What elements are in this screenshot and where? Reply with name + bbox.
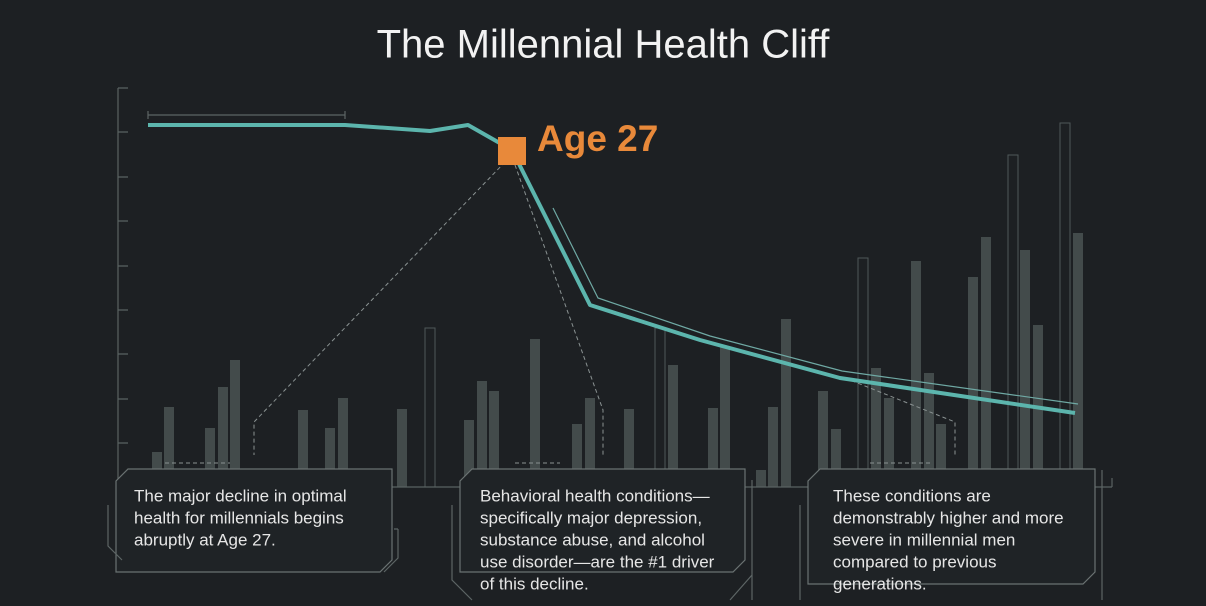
callout-text: The major decline in optimal health for m… — [134, 486, 347, 549]
title: The Millennial Health Cliff — [377, 23, 831, 67]
callout-text: Behavioral health conditions— specificall… — [480, 486, 715, 593]
connectors — [165, 161, 956, 573]
callout-text: These conditions are demonstrably higher … — [833, 486, 1064, 593]
callout-line: The major decline in optimal — [134, 486, 347, 505]
callout-line: Behavioral health conditions— — [480, 486, 710, 505]
callout-line: severe in millennial men — [833, 530, 1015, 549]
callout-line: specifically major depression, — [480, 508, 702, 527]
callout-line: These conditions are — [833, 486, 991, 505]
callout-line: substance abuse, and alcohol — [480, 530, 705, 549]
callout-line: of this decline. — [480, 574, 589, 593]
callout-line: health for millennials begins — [134, 508, 344, 527]
highlight-label: Age 27 — [537, 118, 658, 159]
callouts: The major decline in optimal health for m… — [134, 486, 1064, 593]
callout-line: compared to previous — [833, 552, 996, 571]
callout-line: abruptly at Age 27. — [134, 530, 276, 549]
callout-line: demonstrably higher and more — [833, 508, 1064, 527]
highlight-marker — [498, 137, 526, 165]
trend-line — [148, 123, 1079, 415]
callout-line: use disorder—are the #1 driver — [480, 552, 715, 571]
callout-frames — [107, 468, 1103, 601]
callout-line: generations. — [833, 574, 927, 593]
background-bars — [152, 122, 1083, 488]
